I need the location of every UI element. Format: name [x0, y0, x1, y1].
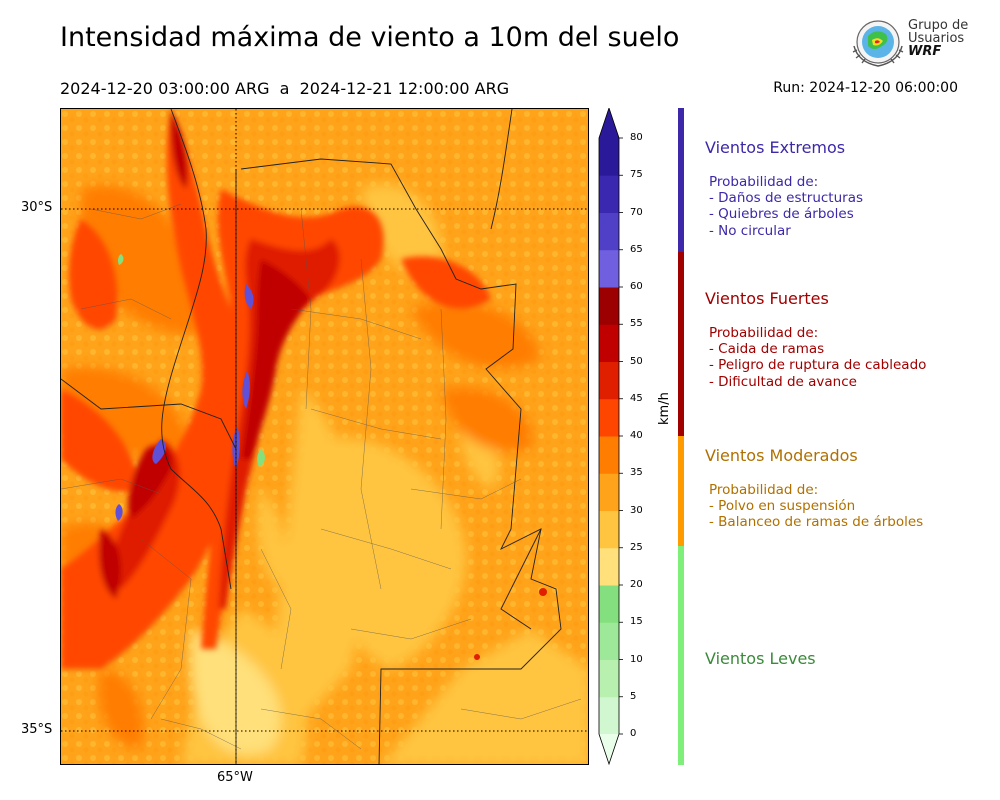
category-strip-moderados [678, 436, 684, 546]
grupo-usuarios-wrf-logo: Grupo de Usuarios WRF [848, 16, 972, 72]
colorbar-tick-label: 20 [630, 579, 643, 590]
colorbar-swatch [599, 585, 619, 623]
category-strip-extremos [678, 108, 684, 252]
lat-label-35s: 35°S [21, 722, 53, 737]
colorbar-swatch [599, 436, 619, 474]
colorbar-swatch [599, 547, 619, 586]
colorbar-tick-label: 10 [630, 653, 643, 665]
colorbar-swatch [599, 696, 619, 735]
logo-line2: Usuarios [908, 31, 965, 46]
colorbar-tick-label: 15 [630, 616, 643, 628]
colorbar-swatch [599, 622, 619, 660]
colorbar-swatch [599, 510, 619, 549]
category-extremos: Vientos Extremos Probabilidad de: - Daño… [705, 138, 863, 239]
colorbar-swatch [599, 138, 619, 176]
department-borders [61, 203, 582, 750]
colorbar-tick-label: 55 [630, 318, 643, 330]
category-leves: Vientos Leves [705, 649, 816, 668]
colorbar-swatch [599, 324, 619, 362]
colorbar-tick-label: 50 [630, 355, 643, 367]
category-name: Vientos Fuertes [705, 289, 829, 308]
colorbar-extend-max [599, 108, 619, 138]
colorbar-swatch [599, 249, 619, 288]
category-desc: Probabilidad de: - Daños de estructuras … [709, 174, 864, 239]
colorbar-swatch [599, 212, 619, 251]
colorbar-tick-label: 40 [630, 430, 643, 441]
category-moderados: Vientos Moderados Probabilidad de: - Pol… [705, 446, 923, 531]
colorbar-swatch [599, 175, 619, 213]
colorbar-tick-label: 30 [630, 504, 643, 516]
colorbar-tick-label: 0 [630, 728, 637, 739]
category-strip-leves [678, 546, 684, 765]
colorbar-swatch [599, 473, 619, 511]
colorbar-tick-label: 80 [630, 132, 643, 143]
colorbar-swatch [599, 287, 619, 325]
logo-line1: Grupo de [908, 18, 969, 33]
category-strip-fuertes [678, 252, 684, 436]
category-fuertes: Vientos Fuertes Probabilidad de: - Caida… [705, 289, 926, 390]
colorbar-tick-label: 5 [630, 690, 637, 702]
globe-logo-icon [852, 20, 904, 67]
lon-label-65w: 65°W [217, 770, 253, 785]
category-name: Vientos Extremos [705, 138, 846, 157]
colorbar-tick-label: 65 [630, 243, 643, 255]
colorbar-swatches [598, 106, 623, 766]
colorbar-tick-label: 25 [630, 541, 643, 553]
wind-map [60, 108, 589, 765]
colorbar-swatch [599, 398, 619, 437]
logo-brand: WRF [908, 44, 942, 59]
category-name: Vientos Moderados [705, 446, 858, 465]
colorbar-tick-label: 60 [630, 281, 643, 292]
wind-field-svg [61, 109, 588, 764]
category-name: Vientos Leves [705, 649, 816, 668]
colorbar-tick-label: 75 [630, 169, 643, 181]
colorbar-tick-label: 70 [630, 206, 643, 218]
lat-label-30s: 30°S [21, 200, 53, 215]
forecast-period: 2024-12-20 03:00:00 ARG a 2024-12-21 12:… [60, 79, 510, 98]
colorbar-extend-min [599, 734, 619, 764]
map-title: Intensidad máxima de viento a 10m del su… [60, 22, 680, 53]
colorbar-tick-label: 45 [630, 392, 643, 404]
colorbar-swatch [599, 361, 619, 400]
run-time: Run: 2024-12-20 06:00:00 [773, 80, 958, 96]
colorbar: 0 5 10 15 20 25 30 35 40 45 50 55 60 65 70 75 80 [598, 106, 678, 768]
colorbar-tick-label: 35 [630, 467, 643, 479]
colorbar-unit: km/h [657, 392, 672, 425]
graticule [61, 109, 588, 764]
colorbar-swatch [599, 659, 619, 698]
category-desc: Probabilidad de: - Polvo en suspensión -… [709, 482, 924, 531]
category-desc: Probabilidad de: - Caida de ramas - Peli… [709, 325, 927, 390]
